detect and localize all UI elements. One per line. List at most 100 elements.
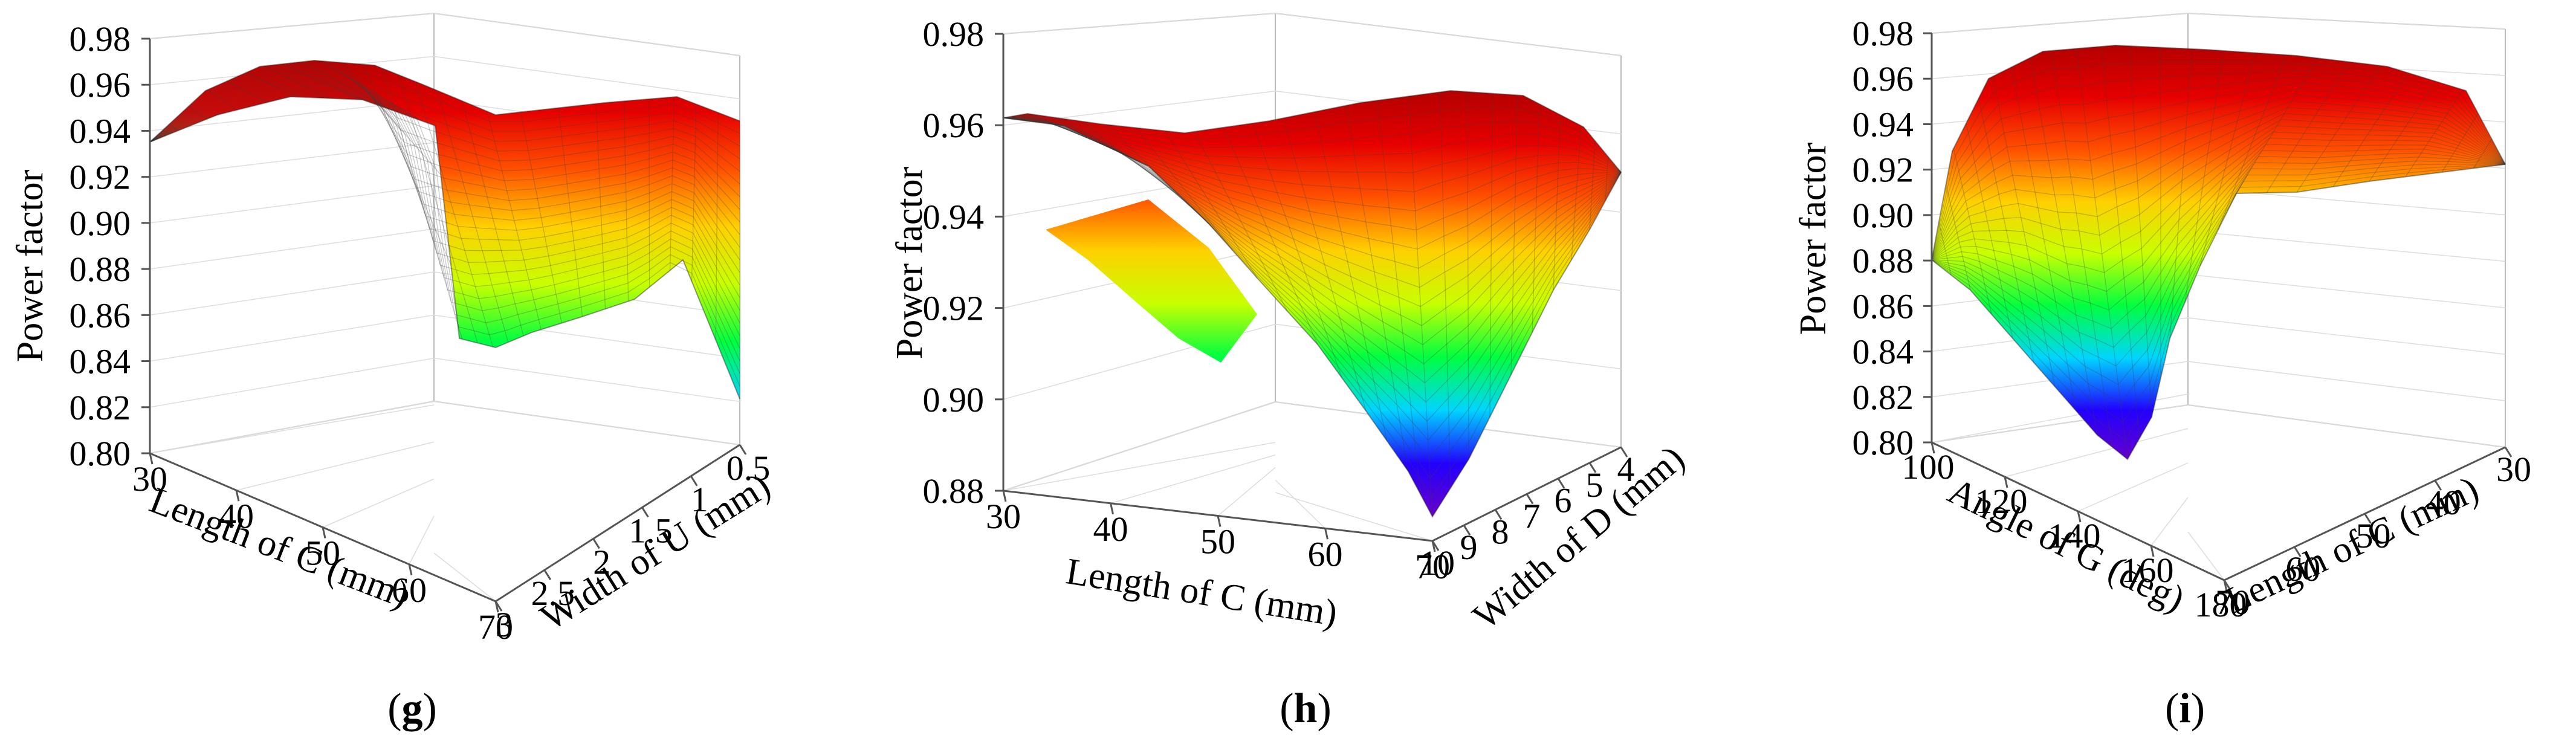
h-mesh-row [1003,117,1622,250]
h-x-tick-label: 70 [1415,547,1450,586]
g-z-axis-label: Power factor [10,169,51,362]
g-mesh-line [520,112,562,323]
panel-h: 0.88 0.90 0.92 0.94 0.96 0.98 30 40 50 60 70 10 9 8… [889,13,1692,732]
g-y-tick-label: 1.5 [629,511,673,551]
h-y-tick-mark [1588,462,1597,473]
i-caption: (i) [2165,685,2205,732]
h-mesh-row [1003,117,1622,231]
h-y-tick-label: 10 [1420,543,1455,583]
g-x-tick-label: 70 [478,607,513,647]
i-x-axis-label: Angle of G (deg) [1942,470,2191,620]
g-x-floor-gridline [149,404,435,454]
g-mesh-line [188,106,208,120]
i-z-tick-label: 0.92 [1853,150,1914,190]
i-x-floor-gridline [2187,531,2225,581]
g-y-ticks: 3 2.5 2 1.5 1 0.5 [494,444,770,644]
h-x-tick-mark [1217,516,1222,527]
i-x-tick-mark [2150,545,2155,557]
h-mesh-row [1003,117,1622,269]
g-x-tick-mark [149,453,154,465]
g-y-tick-mark [543,569,552,580]
i-mesh-line [2473,138,2493,169]
g-mesh-row [149,63,740,143]
i-z-gridline [1931,361,2506,401]
g-mesh-line [558,108,583,317]
h-z-tick-label: 0.96 [923,106,985,145]
g-mesh-line [595,103,606,309]
g-z-tick-label: 0.92 [70,158,131,197]
h-x-floor-gridline [1003,442,1276,491]
g-mesh-line [341,62,441,175]
h-y-tick-label: 4 [1617,450,1635,489]
i-mesh-line [2011,66,2077,412]
h-y-tick-label: 8 [1492,512,1509,551]
h-mesh-row [1003,117,1622,307]
h-mesh-line [1011,115,1034,123]
h-mesh-line [1553,114,1561,291]
i-mesh-row [1931,143,2506,311]
h-mesh-line [1440,92,1451,488]
i-z-tick-label: 0.98 [1853,14,1914,53]
i-mesh-line [1945,184,1971,291]
h-mesh-line [1532,103,1540,333]
g-surface-patch [150,60,740,399]
g-x-tick-label: 50 [305,534,340,573]
h-surface-patch [1003,91,1621,517]
h-x-tick-mark [1002,490,1007,502]
h-mesh-row [1003,117,1622,212]
g-mesh-line [226,81,268,103]
h-mesh-line [1605,156,1609,201]
g-x-tick-mark [322,527,326,538]
g-mesh-row [149,95,740,387]
h-surface-lower-edge [1003,117,1622,518]
h-mesh-line [1467,91,1469,460]
h-z-tick-label: 0.92 [923,289,985,328]
g-x-tick-mark [408,564,413,576]
i-x-tick-label: 160 [2121,551,2174,590]
h-mesh-row [1003,117,1622,364]
g-mesh-line [264,65,329,99]
h-caption: (h) [1280,685,1332,732]
i-z-tick-label: 0.86 [1853,286,1914,326]
i-z-tick-label: 0.80 [1853,423,1914,462]
g-mesh-line [282,63,360,100]
i-x-tick-mark [1930,442,1935,454]
i-y-tick-label: 40 [2426,483,2461,522]
i-x-ticks: 100 120 140 160 180 [1902,442,2247,624]
h-mesh-row [1003,117,1622,403]
i-z-gridline [1931,13,2506,34]
panel-i: 0.80 0.82 0.84 0.86 0.88 0.90 0.92 0.94 0.96 0.98… [1793,13,2531,732]
h-mesh-line [1510,95,1518,375]
i-mesh-row [1931,164,2506,404]
h-mesh-line [1106,124,1209,224]
g-x-tick-label: 40 [219,496,254,535]
g-y-tick-mark [494,601,503,612]
i-z-tick-label: 0.88 [1853,241,1914,280]
h-mesh-line [1252,123,1342,378]
i-mesh-row [1931,164,2506,423]
g-mesh-line [381,68,463,340]
g-x-tick-mark [235,490,240,502]
i-y-tick-label: 50 [2356,516,2391,555]
g-y-tick-label: 1 [691,480,708,519]
g-x-tick-label: 60 [392,571,427,610]
g-mesh-row [149,76,740,222]
i-y-tick-label: 70 [2215,583,2250,622]
g-caption-letter: g [402,685,423,732]
g-mesh-line [649,99,650,288]
i-mesh-line [2076,48,2128,460]
g-mesh-line [398,74,478,343]
h-mesh-row [1003,116,1622,173]
h-caption-letter: h [1294,685,1318,732]
i-mesh-row [1931,152,2506,348]
i-mesh-row [1931,137,2506,292]
i-mesh-line [2051,50,2113,448]
g-x-axis-label: Length of C (mm) [144,479,415,616]
h-mesh-row [1003,115,1622,173]
h-mesh-row [1003,117,1622,288]
g-mesh-line [321,60,422,121]
h-mesh-line [1283,118,1367,412]
i-y-tick-mark [2364,513,2372,524]
i-mesh-row [1931,157,2506,367]
